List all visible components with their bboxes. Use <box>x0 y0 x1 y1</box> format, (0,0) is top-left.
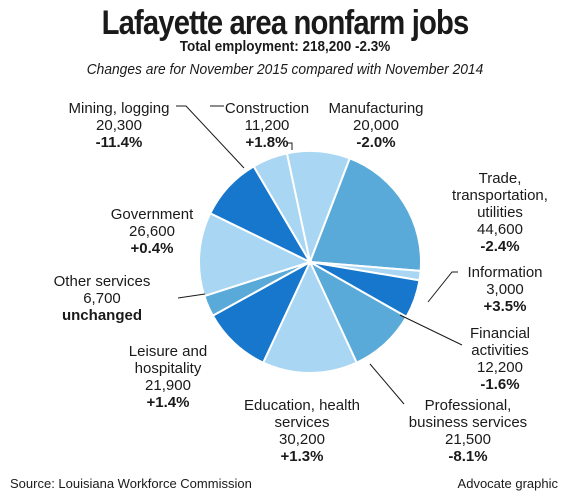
label-education-value: 30,200 <box>279 431 325 448</box>
chart-note: Changes are for November 2015 compared w… <box>86 61 484 78</box>
label-trade-change: -2.4% <box>480 238 520 255</box>
label-leisure-value: 21,900 <box>145 377 191 394</box>
label-financial-change: -1.6% <box>480 376 520 393</box>
label-construction-value: 11,200 <box>244 117 290 134</box>
label-leisure: Leisure and hospitality 21,900 +1.4% <box>108 343 228 411</box>
label-information-change: +3.5% <box>483 298 527 315</box>
graphic-credit: Advocate graphic <box>457 476 558 491</box>
leader-line-professional-business-services <box>369 363 405 405</box>
label-financial-value: 12,200 <box>477 359 523 376</box>
label-education-change: +1.3% <box>280 448 324 465</box>
label-professional-line2: business services <box>408 414 528 431</box>
label-government: Government 26,600 +0.4% <box>92 206 212 257</box>
pie-slice-government <box>198 211 313 298</box>
leader-line-other-services <box>177 293 206 299</box>
label-construction-name: Construction <box>224 100 310 117</box>
label-government-name: Government <box>110 206 194 223</box>
label-trade-line3: utilities <box>477 204 523 221</box>
label-leisure-line2: hospitality <box>134 360 202 377</box>
chart-subtitle: Total employment: 218,200 -2.3% <box>179 38 391 55</box>
label-leisure-line1: Leisure and <box>128 343 208 360</box>
label-financial-line1: Financial <box>469 325 531 342</box>
pie-slice-construction <box>252 152 311 263</box>
label-information-value: 3,000 <box>486 281 524 298</box>
label-other-change: unchanged <box>61 307 142 324</box>
label-trade-line1: Trade, <box>478 170 522 187</box>
label-professional-value: 21,500 <box>445 431 491 448</box>
label-other-services: Other services 6,700 unchanged <box>42 273 162 324</box>
label-information: Information 3,000 +3.5% <box>450 264 560 315</box>
label-mining-name: Mining, logging <box>68 100 170 117</box>
label-manufacturing-name: Manufacturing <box>328 100 424 117</box>
label-education-line2: services <box>274 414 330 431</box>
pie-slice-trade-transportation-utilities <box>308 157 423 272</box>
label-manufacturing-value: 20,000 <box>353 117 399 134</box>
label-other-name: Other services <box>53 273 151 290</box>
label-government-value: 26,600 <box>129 223 175 240</box>
label-leisure-change: +1.4% <box>146 394 190 411</box>
label-professional: Professional, business services 21,500 -… <box>388 397 548 465</box>
label-professional-change: -8.1% <box>448 448 488 465</box>
pie-slice-education-health-services <box>261 259 359 374</box>
label-government-change: +0.4% <box>130 240 174 257</box>
label-other-value: 6,700 <box>83 290 121 307</box>
leader-line-information <box>427 271 458 303</box>
label-trade: Trade, transportation, utilities 44,600 … <box>440 170 560 255</box>
label-education-line1: Education, health <box>244 397 360 414</box>
leader-line-financial-activities <box>399 314 463 346</box>
label-mining-change: -11.4% <box>95 134 143 151</box>
label-information-name: Information <box>467 264 543 281</box>
leader-line-construction-tick <box>287 142 293 150</box>
label-trade-value: 44,600 <box>477 221 523 238</box>
label-mining-value: 20,300 <box>96 117 142 134</box>
label-trade-line2: transportation, <box>452 187 548 204</box>
label-construction-change: +1.8% <box>245 134 289 151</box>
chart-title: Lafayette area nonfarm jobs <box>101 4 470 42</box>
label-financial: Financial activities 12,200 -1.6% <box>440 325 560 393</box>
source-credit: Source: Louisiana Workforce Commission <box>10 476 252 491</box>
label-professional-line1: Professional, <box>424 397 512 414</box>
label-mining-logging: Mining, logging 20,300 -11.4% <box>54 100 184 151</box>
label-construction: Construction 11,200 +1.8% <box>212 100 322 151</box>
label-manufacturing: Manufacturing 20,000 -2.0% <box>316 100 436 151</box>
label-education: Education, health services 30,200 +1.3% <box>222 397 382 465</box>
label-manufacturing-change: -2.0% <box>356 134 396 151</box>
leader-line-mining-logging <box>176 105 245 169</box>
label-financial-line2: activities <box>471 342 529 359</box>
